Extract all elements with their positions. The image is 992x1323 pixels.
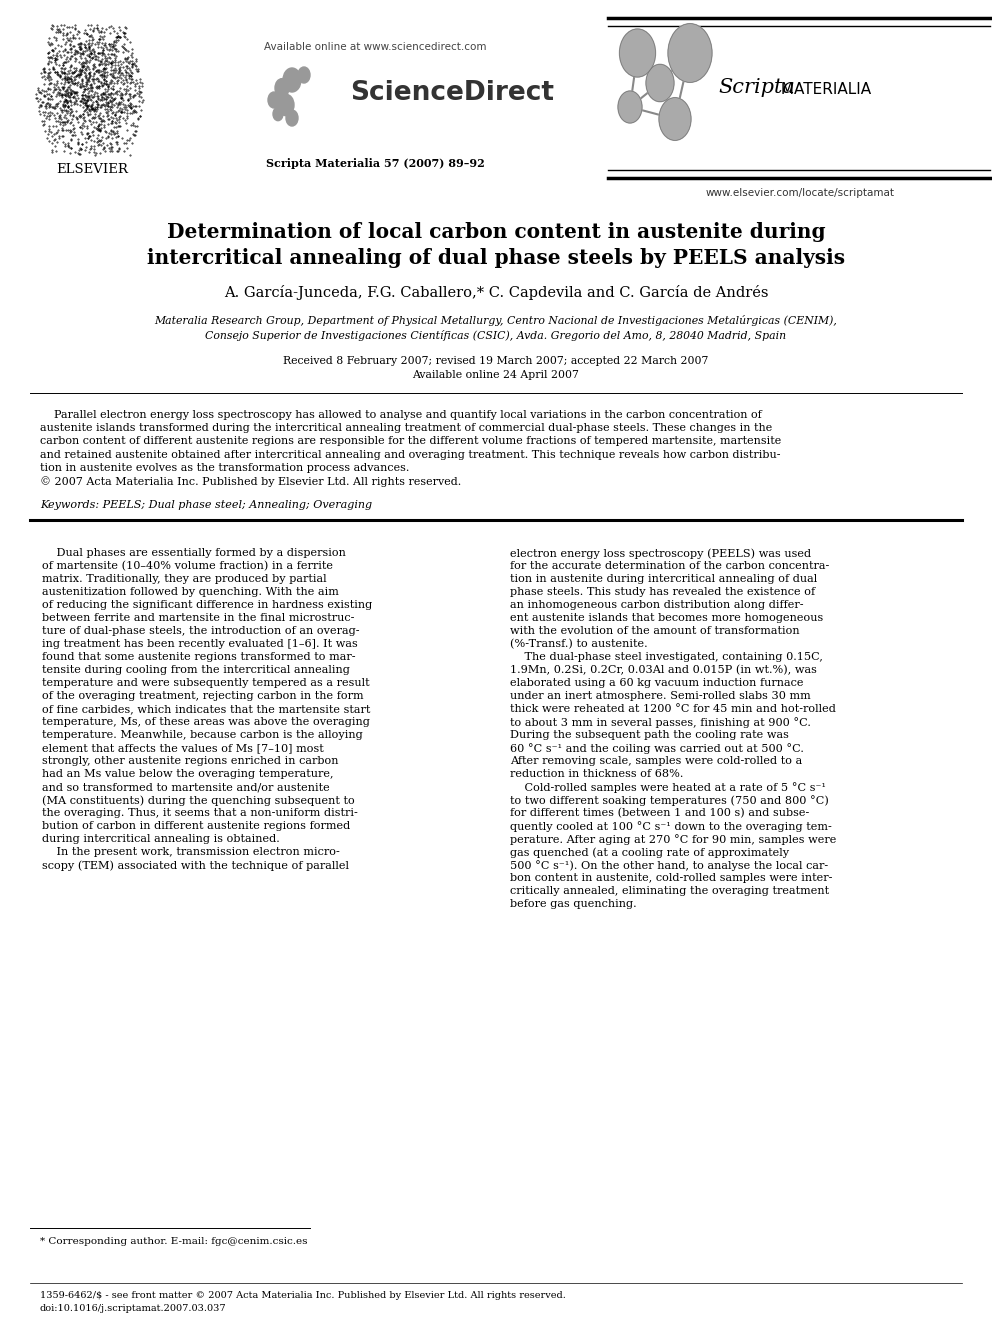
Text: Available online 24 April 2007: Available online 24 April 2007 [413,370,579,380]
Circle shape [283,67,301,93]
Text: to two different soaking temperatures (750 and 800 °C): to two different soaking temperatures (7… [510,795,829,806]
Text: © 2007 Acta Materialia Inc. Published by Elsevier Ltd. All rights reserved.: © 2007 Acta Materialia Inc. Published by… [40,476,461,487]
Circle shape [298,67,310,83]
Text: ing treatment has been recently evaluated [1–6]. It was: ing treatment has been recently evaluate… [42,639,358,650]
Text: * Corresponding author. E-mail: fgc@cenim.csic.es: * Corresponding author. E-mail: fgc@ceni… [40,1237,308,1246]
Text: Consejo Superior de Investigaciones Científicas (CSIC), Avda. Gregorio del Amo, : Consejo Superior de Investigaciones Cien… [205,329,787,341]
Text: 1359-6462/$ - see front matter © 2007 Acta Materialia Inc. Published by Elsevier: 1359-6462/$ - see front matter © 2007 Ac… [40,1291,565,1301]
Text: 1.9Mn, 0.2Si, 0.2Cr, 0.03Al and 0.015P (in wt.%), was: 1.9Mn, 0.2Si, 0.2Cr, 0.03Al and 0.015P (… [510,665,816,675]
Text: of fine carbides, which indicates that the martensite start: of fine carbides, which indicates that t… [42,704,370,714]
Text: thick were reheated at 1200 °C for 45 min and hot-rolled: thick were reheated at 1200 °C for 45 mi… [510,704,836,714]
Text: the overaging. Thus, it seems that a non-uniform distri-: the overaging. Thus, it seems that a non… [42,808,358,818]
Text: strongly, other austenite regions enriched in carbon: strongly, other austenite regions enrich… [42,755,338,766]
Text: an inhomogeneous carbon distribution along differ-: an inhomogeneous carbon distribution alo… [510,601,804,610]
Text: doi:10.1016/j.scriptamat.2007.03.037: doi:10.1016/j.scriptamat.2007.03.037 [40,1304,226,1312]
Text: of the overaging treatment, rejecting carbon in the form: of the overaging treatment, rejecting ca… [42,691,364,701]
Text: and retained austenite obtained after intercritical annealing and overaging trea: and retained austenite obtained after in… [40,450,781,459]
Text: before gas quenching.: before gas quenching. [510,900,637,909]
Text: Available online at www.sciencedirect.com: Available online at www.sciencedirect.co… [264,42,486,52]
Circle shape [618,91,642,123]
Circle shape [646,65,674,102]
Text: ture of dual-phase steels, the introduction of an overag-: ture of dual-phase steels, the introduct… [42,626,359,636]
Text: Materalia Research Group, Department of Physical Metallurgy, Centro Nacional de : Materalia Research Group, Department of … [155,315,837,325]
Text: (MA constituents) during the quenching subsequent to: (MA constituents) during the quenching s… [42,795,355,806]
Text: Determination of local carbon content in austenite during: Determination of local carbon content in… [167,222,825,242]
Text: matrix. Traditionally, they are produced by partial: matrix. Traditionally, they are produced… [42,574,326,583]
Text: Cold-rolled samples were heated at a rate of 5 °C s⁻¹: Cold-rolled samples were heated at a rat… [510,782,826,792]
Text: Dual phases are essentially formed by a dispersion: Dual phases are essentially formed by a … [42,548,346,558]
Text: for the accurate determination of the carbon concentra-: for the accurate determination of the ca… [510,561,829,572]
Text: of martensite (10–40% volume fraction) in a ferrite: of martensite (10–40% volume fraction) i… [42,561,333,572]
Text: intercritical annealing of dual phase steels by PEELS analysis: intercritical annealing of dual phase st… [147,247,845,269]
Text: bon content in austenite, cold-rolled samples were inter-: bon content in austenite, cold-rolled sa… [510,873,832,882]
Text: austenite islands transformed during the intercritical annealing treatment of co: austenite islands transformed during the… [40,423,772,433]
Text: to about 3 mm in several passes, finishing at 900 °C.: to about 3 mm in several passes, finishi… [510,717,810,728]
Text: 500 °C s⁻¹). On the other hand, to analyse the local car-: 500 °C s⁻¹). On the other hand, to analy… [510,860,828,871]
Text: during intercritical annealing is obtained.: during intercritical annealing is obtain… [42,833,280,844]
Text: temperature and were subsequently tempered as a result: temperature and were subsequently temper… [42,677,370,688]
Text: elaborated using a 60 kg vacuum induction furnace: elaborated using a 60 kg vacuum inductio… [510,677,804,688]
Text: Scripta Materialia 57 (2007) 89–92: Scripta Materialia 57 (2007) 89–92 [266,157,484,169]
Circle shape [659,98,691,140]
Circle shape [268,93,280,108]
Text: www.elsevier.com/locate/scriptamat: www.elsevier.com/locate/scriptamat [705,188,895,198]
Text: element that affects the values of Ms [7–10] most: element that affects the values of Ms [7… [42,744,323,753]
Text: tensite during cooling from the intercritical annealing: tensite during cooling from the intercri… [42,665,350,675]
Circle shape [273,107,283,120]
Text: During the subsequent path the cooling rate was: During the subsequent path the cooling r… [510,730,789,740]
Text: temperature. Meanwhile, because carbon is the alloying: temperature. Meanwhile, because carbon i… [42,730,363,740]
Circle shape [619,29,656,77]
Text: MATERIALIA: MATERIALIA [776,82,871,97]
Text: found that some austenite regions transformed to mar-: found that some austenite regions transf… [42,652,355,662]
Text: carbon content of different austenite regions are responsible for the different : carbon content of different austenite re… [40,437,782,446]
Text: gas quenched (at a cooling rate of approximately: gas quenched (at a cooling rate of appro… [510,847,789,857]
Text: quently cooled at 100 °C s⁻¹ down to the overaging tem-: quently cooled at 100 °C s⁻¹ down to the… [510,822,831,832]
Text: of reducing the significant difference in hardness existing: of reducing the significant difference i… [42,601,372,610]
Text: ScienceDirect: ScienceDirect [350,79,554,106]
Text: austenitization followed by quenching. With the aim: austenitization followed by quenching. W… [42,587,339,597]
Text: Keywords: PEELS; Dual phase steel; Annealing; Overaging: Keywords: PEELS; Dual phase steel; Annea… [40,500,372,509]
Text: After removing scale, samples were cold-rolled to a: After removing scale, samples were cold-… [510,755,803,766]
Circle shape [275,78,289,98]
Text: ent austenite islands that becomes more homogeneous: ent austenite islands that becomes more … [510,613,823,623]
Text: temperature, Ms, of these areas was above the overaging: temperature, Ms, of these areas was abov… [42,717,370,728]
Text: and so transformed to martensite and/or austenite: and so transformed to martensite and/or … [42,782,329,792]
Circle shape [286,110,298,126]
Text: had an Ms value below the overaging temperature,: had an Ms value below the overaging temp… [42,769,333,779]
Text: Parallel electron energy loss spectroscopy has allowed to analyse and quantify l: Parallel electron energy loss spectrosco… [40,410,762,419]
Text: A. García-Junceda, F.G. Caballero,* C. Capdevila and C. García de Andrés: A. García-Junceda, F.G. Caballero,* C. C… [224,284,768,300]
Text: electron energy loss spectroscopy (PEELS) was used: electron energy loss spectroscopy (PEELS… [510,548,811,558]
Text: tion in austenite during intercritical annealing of dual: tion in austenite during intercritical a… [510,574,817,583]
Circle shape [278,94,294,115]
Text: with the evolution of the amount of transformation: with the evolution of the amount of tran… [510,626,800,636]
Text: 60 °C s⁻¹ and the coiling was carried out at 500 °C.: 60 °C s⁻¹ and the coiling was carried ou… [510,744,804,754]
Text: Received 8 February 2007; revised 19 March 2007; accepted 22 March 2007: Received 8 February 2007; revised 19 Mar… [284,356,708,366]
Circle shape [668,24,712,82]
Text: bution of carbon in different austenite regions formed: bution of carbon in different austenite … [42,822,350,831]
Text: tion in austenite evolves as the transformation process advances.: tion in austenite evolves as the transfo… [40,463,410,472]
Text: between ferrite and martensite in the final microstruc-: between ferrite and martensite in the fi… [42,613,354,623]
Text: Scripta: Scripta [718,78,795,97]
Text: The dual-phase steel investigated, containing 0.15C,: The dual-phase steel investigated, conta… [510,652,823,662]
Text: In the present work, transmission electron micro-: In the present work, transmission electr… [42,847,339,857]
Text: phase steels. This study has revealed the existence of: phase steels. This study has revealed th… [510,587,815,597]
Text: (%-Transf.) to austenite.: (%-Transf.) to austenite. [510,639,648,650]
Text: for different times (between 1 and 100 s) and subse-: for different times (between 1 and 100 s… [510,808,809,819]
Text: critically annealed, eliminating the overaging treatment: critically annealed, eliminating the ove… [510,886,829,896]
Text: scopy (TEM) associated with the technique of parallel: scopy (TEM) associated with the techniqu… [42,860,349,871]
Text: reduction in thickness of 68%.: reduction in thickness of 68%. [510,769,683,779]
Text: ELSEVIER: ELSEVIER [57,163,128,176]
Text: under an inert atmosphere. Semi-rolled slabs 30 mm: under an inert atmosphere. Semi-rolled s… [510,691,810,701]
Text: perature. After aging at 270 °C for 90 min, samples were: perature. After aging at 270 °C for 90 m… [510,833,836,845]
